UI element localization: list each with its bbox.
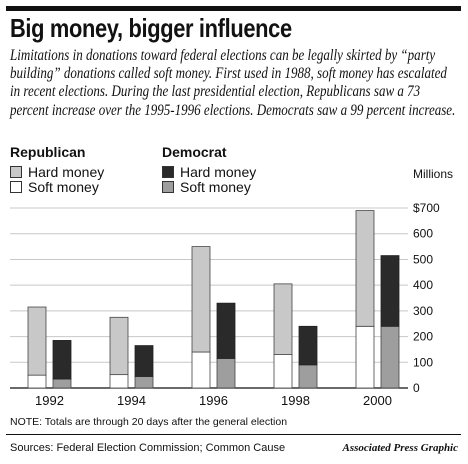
x-tick-label: 1992 bbox=[35, 393, 64, 408]
chart-note: NOTE: Totals are through 20 days after t… bbox=[10, 416, 288, 428]
bar-republican-hard bbox=[27, 306, 47, 376]
y-tick-label: 300 bbox=[413, 304, 433, 318]
bar-democrat-hard bbox=[216, 302, 236, 359]
legend-democrat-title: Democrat bbox=[162, 144, 227, 160]
legend-swatch-rep-soft bbox=[10, 181, 22, 193]
bar-republican-soft bbox=[355, 325, 375, 389]
bar-republican-hard bbox=[273, 283, 293, 355]
bottom-divider bbox=[6, 434, 461, 435]
credit: Associated Press Graphic bbox=[342, 442, 459, 454]
top-rule bbox=[6, 6, 461, 11]
y-tick-label: 200 bbox=[413, 330, 433, 344]
bar-republican-hard bbox=[191, 246, 211, 353]
legend-republican-title: Republican bbox=[10, 144, 86, 160]
y-tick-label: 100 bbox=[413, 355, 433, 369]
x-tick-label: 1994 bbox=[117, 393, 146, 408]
legend-label: Soft money bbox=[180, 179, 251, 195]
bar-democrat-hard bbox=[52, 340, 72, 380]
legend-swatch-dem-hard bbox=[162, 166, 174, 178]
bar-republican-soft bbox=[191, 351, 211, 389]
legend-label: Hard money bbox=[180, 164, 257, 180]
bar-democrat-soft bbox=[298, 364, 318, 389]
y-tick-label: 500 bbox=[413, 252, 433, 266]
bar-democrat-soft bbox=[52, 378, 72, 389]
y-tick-label: 600 bbox=[413, 227, 433, 241]
bar-republican-hard bbox=[355, 210, 375, 327]
bar-democrat-soft bbox=[134, 376, 154, 389]
legend-democrat-hard: Hard money bbox=[162, 164, 256, 180]
y-tick-label: 0 bbox=[413, 381, 420, 395]
bar-democrat-hard bbox=[298, 325, 318, 366]
legend-democrat-soft: Soft money bbox=[162, 179, 251, 195]
bar-republican-hard bbox=[109, 316, 129, 376]
x-tick-label: 2000 bbox=[363, 393, 392, 408]
legend-republican-soft: Soft money bbox=[10, 179, 99, 195]
bar-republican-soft bbox=[109, 374, 129, 389]
intro-text: Limitations in donations toward federal … bbox=[10, 47, 456, 119]
y-tick-label: 400 bbox=[413, 278, 433, 292]
units-label: Millions bbox=[413, 167, 454, 181]
y-tick-label: $700 bbox=[413, 201, 440, 215]
x-tick-label: 1996 bbox=[199, 393, 228, 408]
legend-label: Soft money bbox=[28, 179, 99, 195]
sources: Sources: Federal Election Commission; Co… bbox=[10, 442, 286, 454]
legend-republican-hard: Hard money bbox=[10, 164, 104, 180]
bar-democrat-hard bbox=[134, 345, 154, 377]
x-tick-label: 1998 bbox=[281, 393, 310, 408]
bar-democrat-soft bbox=[216, 358, 236, 389]
bar-republican-soft bbox=[27, 374, 47, 389]
legend-swatch-rep-hard bbox=[10, 166, 22, 178]
legend-swatch-dem-soft bbox=[162, 181, 174, 193]
headline: Big money, bigger influence bbox=[10, 13, 292, 43]
bar-democrat-soft bbox=[380, 325, 400, 389]
legend-label: Hard money bbox=[28, 164, 105, 180]
bar-republican-soft bbox=[273, 354, 293, 389]
bar-democrat-hard bbox=[380, 255, 400, 327]
